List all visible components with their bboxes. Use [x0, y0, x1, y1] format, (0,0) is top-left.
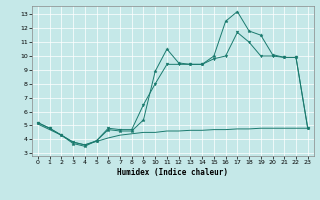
X-axis label: Humidex (Indice chaleur): Humidex (Indice chaleur)	[117, 168, 228, 177]
